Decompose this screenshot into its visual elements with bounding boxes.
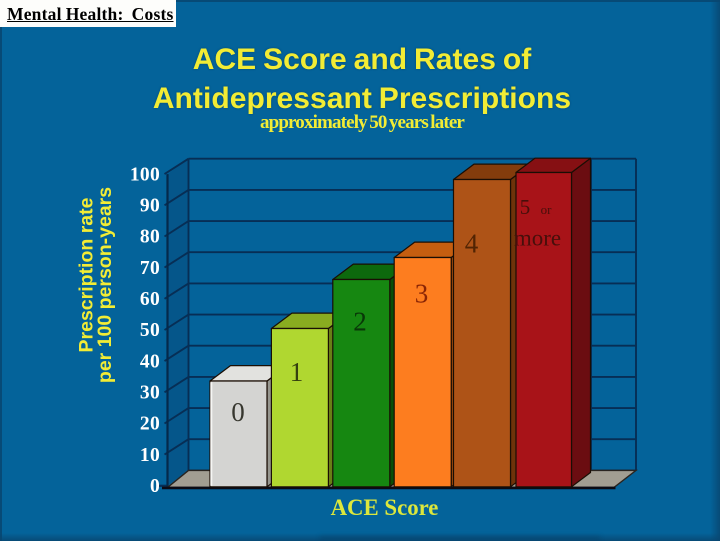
svg-text:30: 30 bbox=[140, 383, 160, 404]
svg-text:or: or bbox=[541, 202, 553, 217]
svg-text:10: 10 bbox=[140, 445, 160, 466]
svg-text:80: 80 bbox=[140, 227, 160, 248]
svg-text:3: 3 bbox=[415, 279, 429, 309]
svg-text:90: 90 bbox=[140, 196, 160, 217]
svg-text:0: 0 bbox=[150, 476, 160, 497]
svg-text:70: 70 bbox=[140, 258, 160, 279]
svg-text:40: 40 bbox=[140, 351, 160, 372]
svg-text:20: 20 bbox=[140, 414, 160, 435]
svg-text:60: 60 bbox=[140, 289, 160, 310]
svg-text:ACE Score: ACE Score bbox=[331, 495, 439, 520]
svg-text:2: 2 bbox=[353, 307, 367, 337]
svg-text:100: 100 bbox=[130, 164, 160, 185]
svg-text:4: 4 bbox=[465, 229, 479, 259]
svg-text:more: more bbox=[514, 226, 561, 251]
svg-text:1: 1 bbox=[290, 357, 304, 387]
svg-text:per 100 person-years: per 100 person-years bbox=[94, 187, 116, 383]
svg-text:50: 50 bbox=[140, 320, 160, 341]
svg-text:5: 5 bbox=[520, 195, 531, 219]
svg-text:0: 0 bbox=[231, 397, 245, 427]
svg-text:Prescription rate: Prescription rate bbox=[76, 197, 98, 352]
